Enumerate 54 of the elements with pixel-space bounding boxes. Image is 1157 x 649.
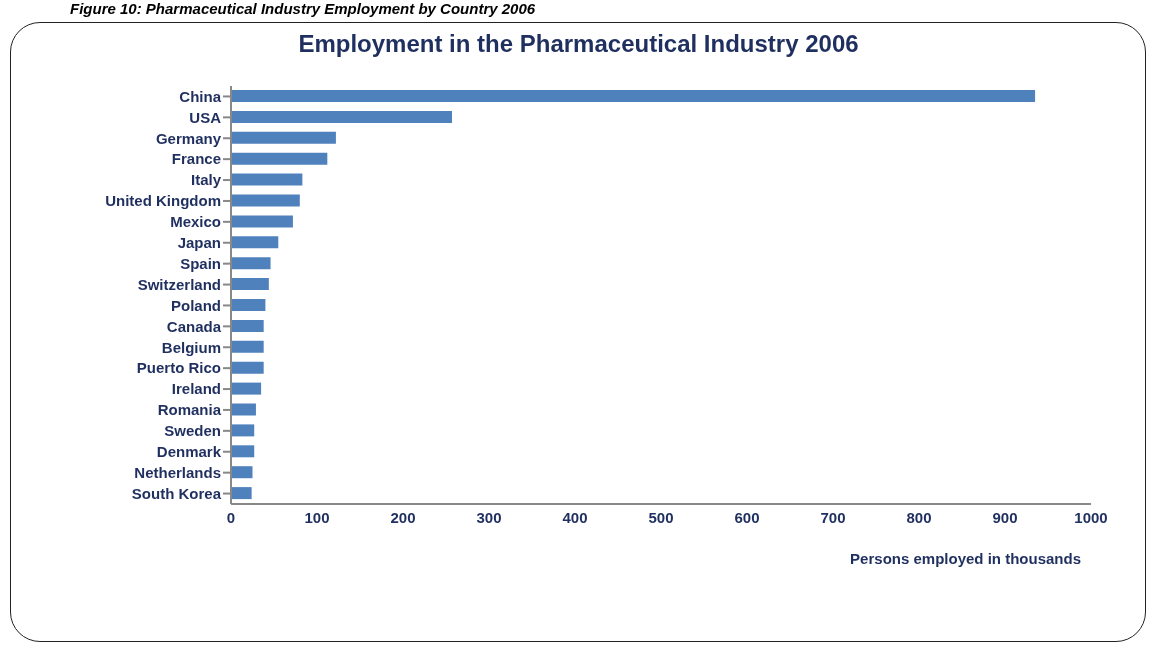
bar bbox=[231, 424, 255, 437]
y-tick-label: Denmark bbox=[156, 443, 222, 461]
bar bbox=[231, 110, 453, 123]
x-axis-title: Persons employed in thousands bbox=[850, 550, 1081, 567]
bar bbox=[231, 340, 264, 353]
x-tick-label: 400 bbox=[562, 508, 588, 526]
y-tick-label: Puerto Rico bbox=[136, 359, 221, 377]
bar bbox=[231, 131, 336, 144]
x-tick-label: 800 bbox=[906, 508, 932, 526]
x-tick-label: 1000 bbox=[1074, 508, 1108, 526]
bar bbox=[231, 173, 303, 186]
x-tick-label: 600 bbox=[734, 508, 760, 526]
x-tick-label: 200 bbox=[390, 508, 416, 526]
y-tick-label: Romania bbox=[157, 401, 222, 419]
bar bbox=[231, 382, 262, 395]
y-tick-label: Canada bbox=[166, 317, 222, 335]
y-tick-label: Spain bbox=[180, 254, 221, 272]
y-tick-label: Ireland bbox=[171, 380, 221, 398]
bar bbox=[231, 152, 328, 165]
y-tick-label: Switzerland bbox=[137, 275, 221, 293]
y-tick-label: South Korea bbox=[131, 484, 222, 502]
x-tick-label: 500 bbox=[648, 508, 674, 526]
x-tick-label: 900 bbox=[992, 508, 1018, 526]
bar bbox=[231, 90, 1036, 102]
bar bbox=[231, 299, 266, 311]
caption: Figure 10: Pharmaceutical Industry Employment by Country 2006 bbox=[70, 0, 536, 17]
x-tick-label: 0 bbox=[226, 508, 236, 526]
y-tick-label: Germany bbox=[155, 129, 222, 147]
bar bbox=[231, 278, 269, 291]
bar bbox=[231, 487, 252, 500]
bar bbox=[231, 215, 293, 228]
y-tick-label: Poland bbox=[170, 296, 221, 314]
bar bbox=[231, 194, 300, 207]
bar bbox=[231, 236, 279, 249]
y-tick-label: United Kingdom bbox=[105, 192, 221, 210]
y-tick-label: France bbox=[171, 150, 221, 168]
bar bbox=[231, 361, 264, 374]
bar bbox=[231, 257, 271, 270]
bar bbox=[231, 466, 253, 479]
x-tick-label: 300 bbox=[476, 508, 502, 526]
y-tick-label: Italy bbox=[190, 171, 222, 189]
y-tick-label: Mexico bbox=[170, 213, 221, 231]
chart-title: Employment in the Pharmaceutical Industry 2006 bbox=[297, 30, 860, 58]
x-tick-label: 700 bbox=[820, 508, 846, 526]
bar bbox=[231, 445, 255, 458]
y-tick-label: USA bbox=[189, 108, 222, 126]
bar bbox=[231, 403, 256, 416]
y-tick-label: Sweden bbox=[164, 422, 221, 440]
y-tick-label: Japan bbox=[177, 234, 221, 252]
y-tick-label: Belgium bbox=[161, 338, 221, 356]
y-tick-label: China bbox=[179, 87, 222, 105]
y-tick-label: Netherlands bbox=[134, 463, 221, 481]
bar bbox=[231, 319, 264, 332]
x-tick-label: 100 bbox=[304, 508, 330, 526]
